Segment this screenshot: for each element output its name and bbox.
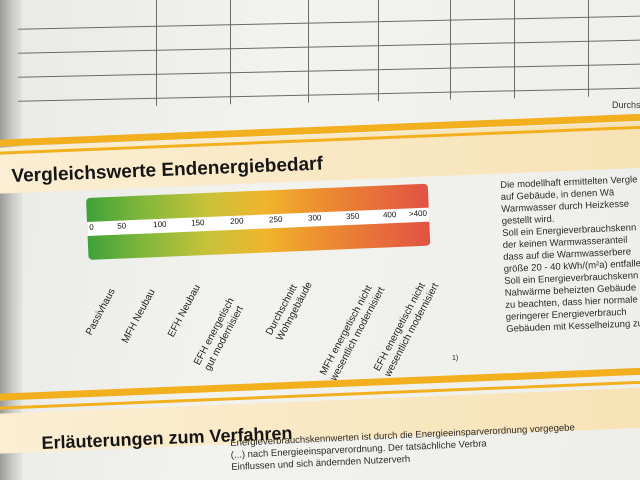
side-paragraph: Die modellhaft ermittelten Vergle auf Ge… (500, 174, 640, 335)
scale-tick-label: 0 (89, 222, 94, 232)
scale-tick-label: 300 (307, 213, 322, 223)
scale-tick-label: 400 (382, 210, 397, 220)
footnote-marker: 1) (452, 355, 459, 362)
scale-tick-label: 50 (117, 221, 127, 231)
data-table-grid (18, 0, 640, 113)
scale-tick-label: 250 (268, 214, 283, 225)
category-label: Durchschnitt Wohngebäude (264, 280, 315, 343)
category-label: Passivhaus (84, 286, 118, 338)
scale-tick-label: 350 (345, 211, 360, 222)
energy-scale: 0 50 100 150 200 250 300 350 400 >400 (86, 183, 431, 260)
scale-tick-label: >400 (408, 208, 428, 219)
category-label: MFH Neubau (120, 287, 158, 346)
category-label: EFH energetisch gut modernisiert (192, 296, 246, 373)
scale-tick-label: 150 (190, 218, 205, 228)
page-binding-shadow (0, 0, 22, 480)
scale-tick-label: 100 (152, 219, 167, 230)
scale-tick-label: 200 (229, 216, 244, 226)
table-footer-label: Durchsc (612, 100, 640, 110)
category-label: EFH Neubau (166, 282, 203, 340)
